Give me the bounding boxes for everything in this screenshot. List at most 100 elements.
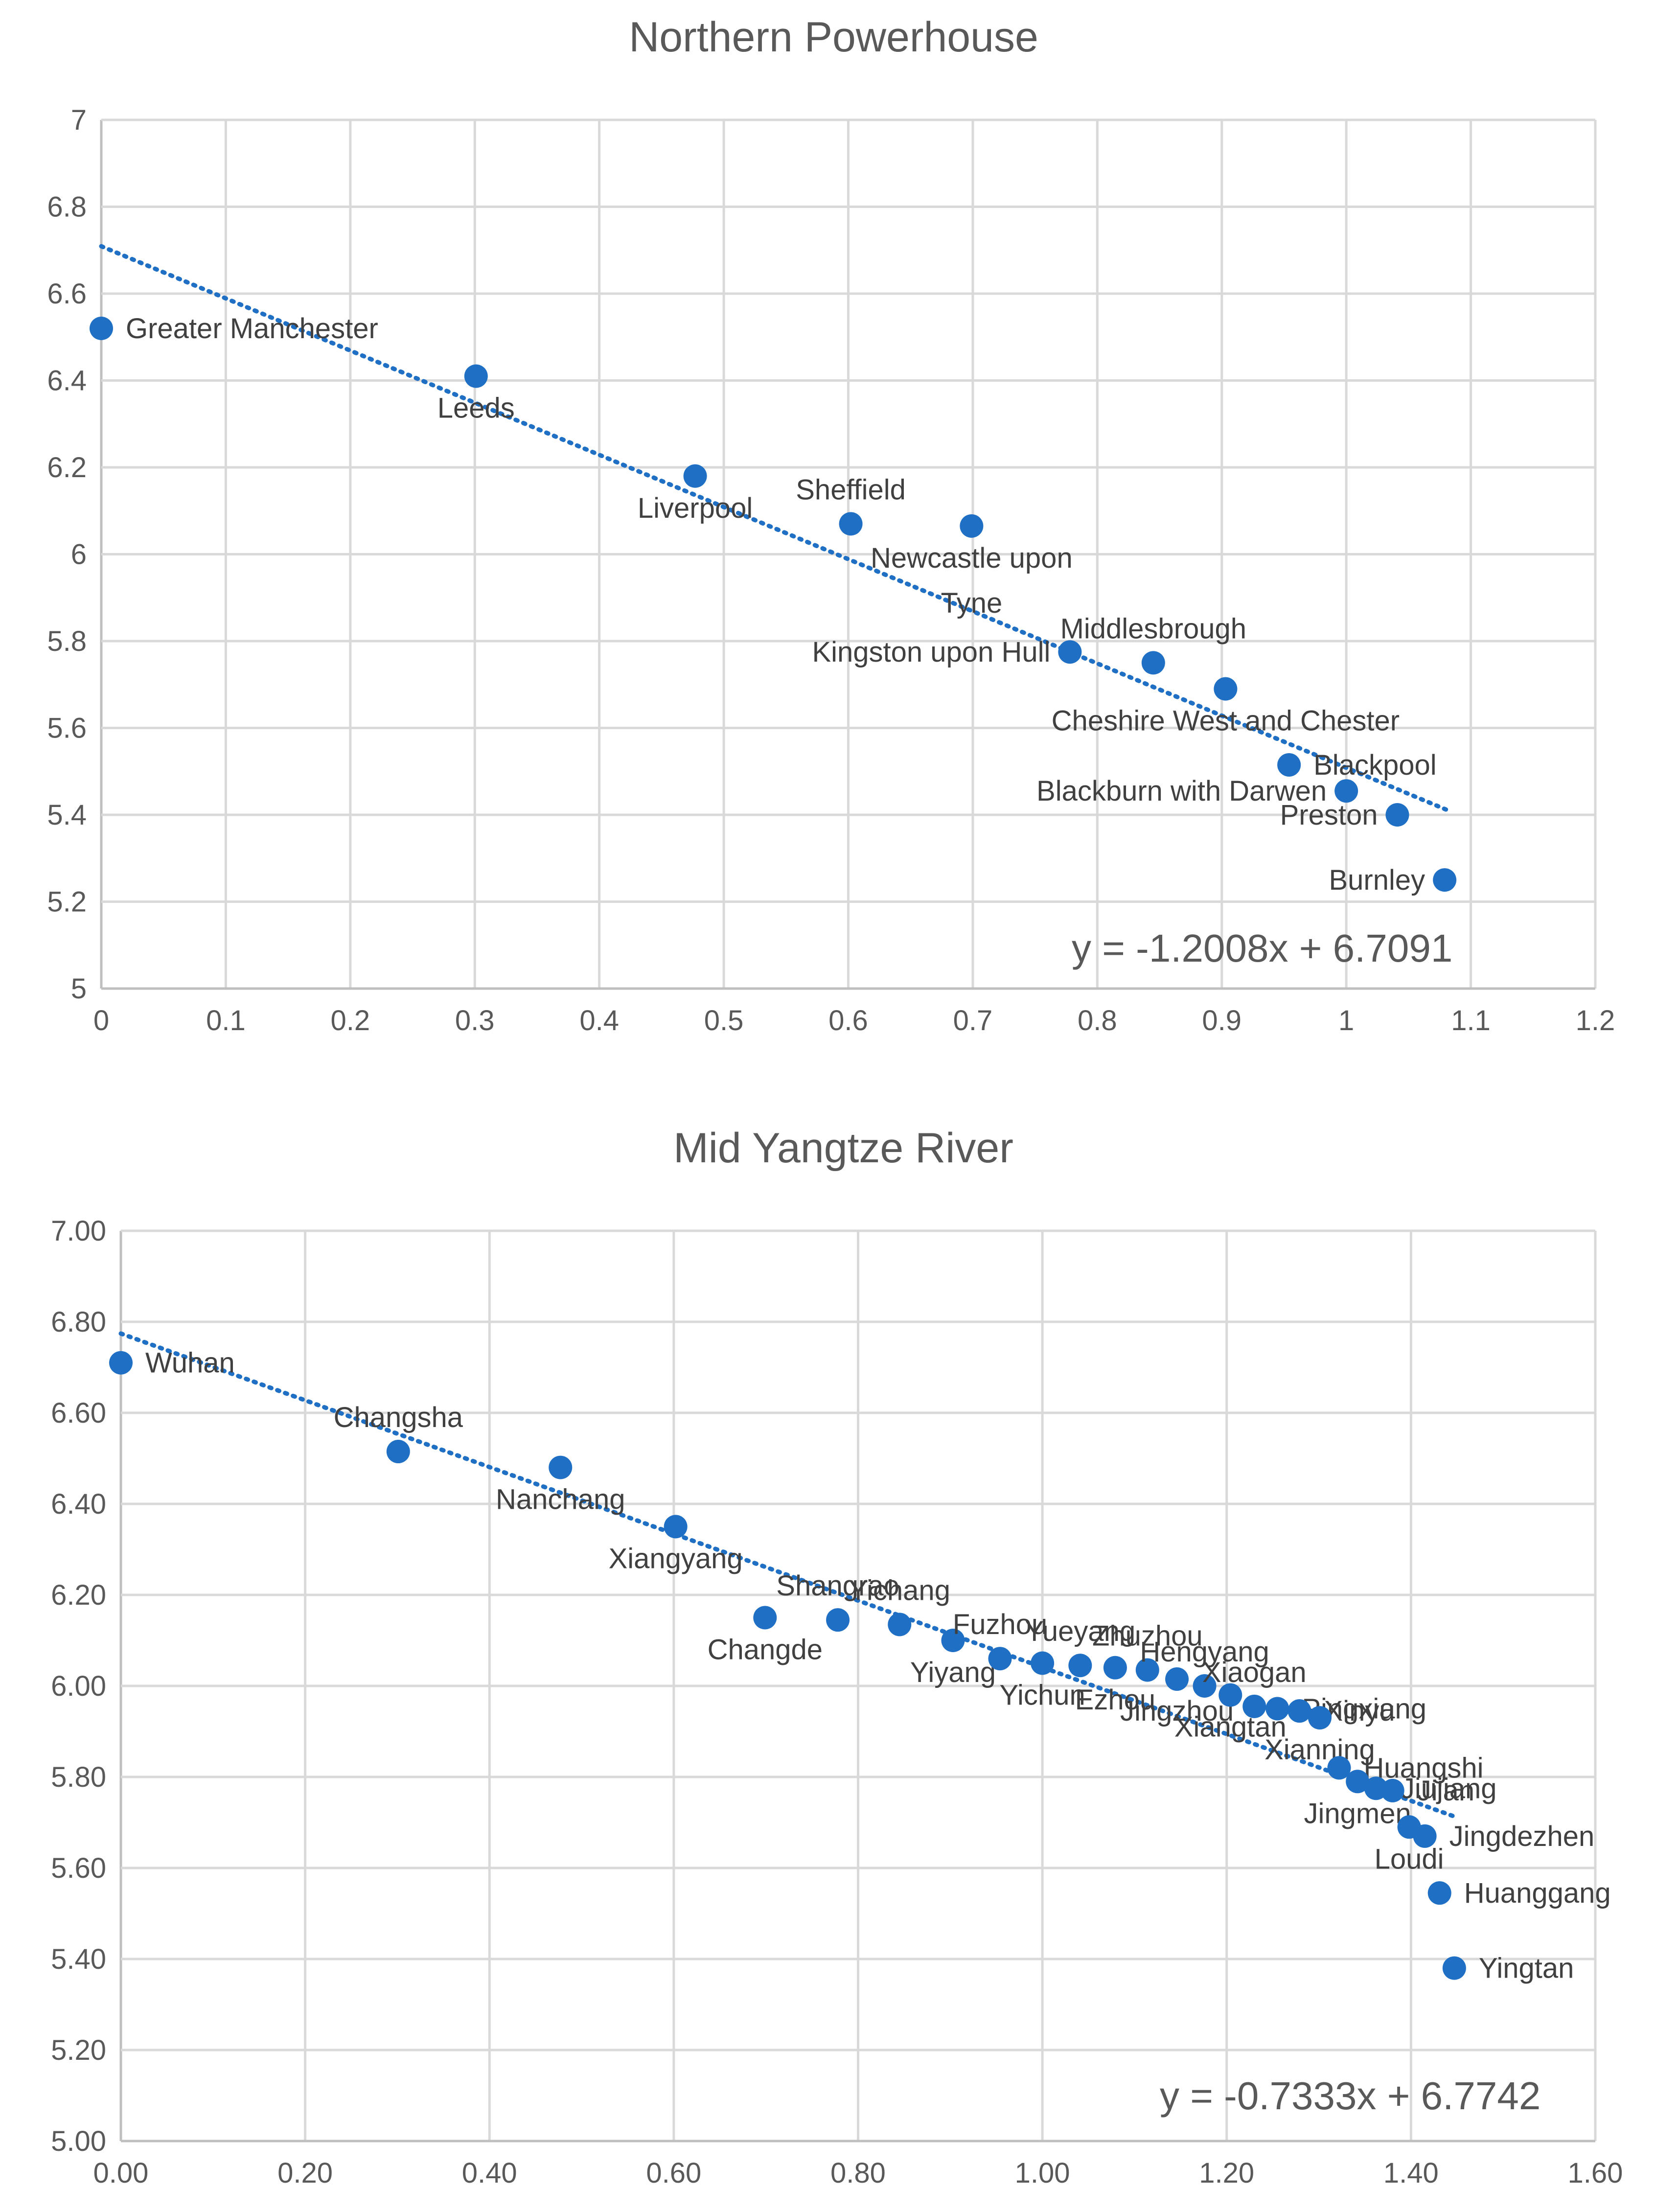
data-label: Huangshi xyxy=(1363,1752,1483,1784)
data-point xyxy=(1287,1699,1311,1723)
y-tick-label: 5.40 xyxy=(51,1943,106,1975)
data-label: Blackburn with Darwen xyxy=(1036,775,1327,807)
data-point xyxy=(464,364,488,388)
data-point xyxy=(1413,1824,1437,1848)
data-label: Xianning xyxy=(1264,1734,1375,1766)
data-label: Newcastle upon Tyne xyxy=(871,542,1073,619)
data-label: Changde xyxy=(708,1634,823,1666)
data-label: Sheffield xyxy=(796,474,906,506)
data-point xyxy=(1346,1770,1370,1794)
data-point xyxy=(1385,803,1409,827)
data-label: Yichang xyxy=(849,1574,950,1606)
data-point xyxy=(839,512,863,536)
data-point xyxy=(1135,1658,1159,1682)
data-label: Nanchang xyxy=(496,1484,625,1516)
trendline-equation: y = -1.2008x + 6.7091 xyxy=(1072,926,1452,970)
data-label: Cheshire West and Chester xyxy=(1052,705,1400,737)
y-tick-label: 5.4 xyxy=(47,799,87,831)
data-point xyxy=(960,514,984,538)
data-point xyxy=(1218,1683,1242,1707)
data-point xyxy=(386,1440,410,1464)
x-tick-label: 1.1 xyxy=(1451,1005,1491,1037)
data-label: Kingston upon Hull xyxy=(812,636,1050,668)
data-label: Ezhou xyxy=(1075,1684,1155,1716)
y-tick-label: 5.60 xyxy=(51,1852,106,1884)
data-label: Jingdezhen xyxy=(1449,1820,1595,1852)
data-label: Changsha xyxy=(334,1402,463,1433)
chart-title: Northern Powerhouse xyxy=(629,14,1038,61)
data-label: Hengyang xyxy=(1140,1636,1269,1668)
data-label: Shangrao xyxy=(776,1570,899,1602)
y-tick-label: 5.2 xyxy=(47,886,87,918)
x-tick-label: 0.20 xyxy=(277,2157,333,2189)
data-label: Yichun xyxy=(1000,1680,1085,1711)
x-tick-label: 1.00 xyxy=(1015,2157,1070,2189)
data-label: Xiangtan xyxy=(1174,1711,1287,1743)
y-tick-label: 5.00 xyxy=(51,2125,106,2157)
data-point xyxy=(1068,1654,1092,1678)
data-point xyxy=(1327,1756,1351,1780)
data-label-line: Newcastle upon xyxy=(871,542,1073,574)
data-point xyxy=(90,317,113,340)
y-tick-label: 7.00 xyxy=(51,1215,106,1247)
x-tick-label: 0.60 xyxy=(646,2157,701,2189)
data-point xyxy=(109,1351,133,1375)
data-point xyxy=(1265,1697,1289,1721)
y-tick-label: 6.60 xyxy=(51,1397,106,1429)
y-tick-label: 5.6 xyxy=(47,713,87,744)
data-label: Leeds xyxy=(437,392,515,424)
data-label: Greater Manchester xyxy=(126,313,378,345)
data-label: Middlesbrough xyxy=(1060,613,1246,645)
data-label: Jingmen xyxy=(1304,1797,1411,1829)
x-tick-label: 0 xyxy=(93,1005,109,1037)
data-point xyxy=(888,1613,912,1636)
data-point xyxy=(664,1515,688,1539)
data-label: Loudi xyxy=(1375,1843,1444,1875)
x-tick-label: 0.4 xyxy=(579,1005,619,1037)
data-label: Ji'an xyxy=(1417,1775,1474,1807)
data-point xyxy=(1334,779,1358,803)
y-tick-label: 6.80 xyxy=(51,1306,106,1338)
trendline xyxy=(118,1331,1460,1820)
y-tick-label: 5.20 xyxy=(51,2034,106,2066)
data-point xyxy=(1214,677,1238,701)
y-tick-label: 6.4 xyxy=(47,365,87,397)
x-tick-label: 1.2 xyxy=(1576,1005,1615,1037)
data-point xyxy=(549,1455,573,1479)
data-point xyxy=(1165,1667,1189,1691)
data-label: Zhuzhou xyxy=(1092,1620,1203,1652)
x-tick-label: 0.80 xyxy=(830,2157,886,2189)
data-point xyxy=(988,1647,1012,1671)
data-point xyxy=(1442,1956,1466,1980)
x-tick-label: 1.60 xyxy=(1568,2157,1623,2189)
data-label: Yingtan xyxy=(1479,1953,1574,1984)
chart-title: Mid Yangtze River xyxy=(673,1125,1013,1172)
y-tick-label: 5.8 xyxy=(47,625,87,657)
data-label: Wuhan xyxy=(145,1347,235,1379)
x-tick-label: 0.00 xyxy=(93,2157,149,2189)
y-tick-label: 5.80 xyxy=(51,1761,106,1793)
data-label: Blackpool xyxy=(1313,749,1436,781)
y-tick-label: 6.2 xyxy=(47,452,87,484)
x-tick-label: 0.3 xyxy=(455,1005,495,1037)
y-tick-label: 6.40 xyxy=(51,1488,106,1520)
data-label: Jiujiang xyxy=(1401,1773,1497,1804)
data-label: Jingzhou xyxy=(1120,1695,1234,1727)
data-point xyxy=(1193,1674,1217,1698)
x-tick-label: 0.5 xyxy=(704,1005,744,1037)
data-label: Xiaogan xyxy=(1202,1657,1307,1688)
data-point xyxy=(1141,651,1165,675)
data-label: Yueyang xyxy=(1025,1615,1135,1647)
y-tick-label: 7 xyxy=(71,104,87,136)
data-point xyxy=(1380,1778,1404,1802)
x-tick-label: 0.1 xyxy=(206,1005,246,1037)
x-tick-label: 1 xyxy=(1338,1005,1354,1037)
x-tick-label: 0.6 xyxy=(828,1005,868,1037)
data-point xyxy=(1242,1694,1266,1718)
data-label: Xinyu xyxy=(1324,1695,1395,1727)
data-point xyxy=(1277,753,1301,777)
x-tick-label: 0.7 xyxy=(953,1005,993,1037)
data-point xyxy=(1308,1706,1332,1730)
data-label: Burnley xyxy=(1329,864,1425,896)
